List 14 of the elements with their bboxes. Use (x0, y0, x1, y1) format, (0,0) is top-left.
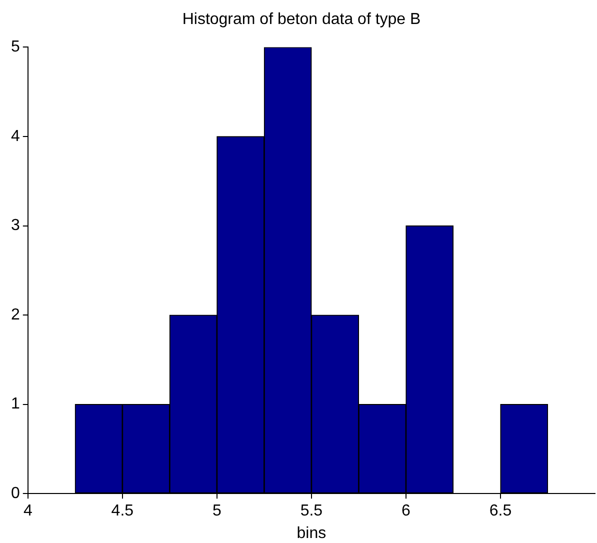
y-tick-label: 0 (10, 485, 20, 502)
x-axis-title: bins (296, 524, 326, 542)
y-tick-label: 5 (10, 38, 20, 56)
x-tick-label: 4 (23, 502, 32, 520)
x-tick-label: 6.5 (489, 502, 512, 520)
y-tick-label: 2 (10, 306, 20, 324)
x-tick-label: 5.5 (300, 502, 323, 520)
x-tick-label: 5 (212, 502, 222, 520)
x-tick-label: 4.5 (111, 502, 134, 520)
chart-title: Histogram of beton data of type B (182, 11, 421, 28)
y-tick-label: 4 (10, 128, 20, 145)
y-tick-label: 1 (10, 396, 20, 413)
x-tick-label: 6 (402, 502, 411, 520)
y-tick-label: 3 (10, 217, 20, 234)
